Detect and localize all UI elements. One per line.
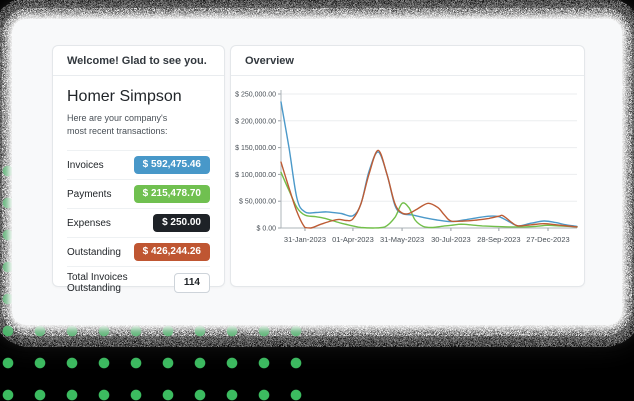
chart-line-red — [280, 149, 578, 229]
green-dot-pattern-bottom — [0, 315, 306, 401]
overview-title: Overview — [245, 55, 294, 67]
x-axis-label: 28-Sep-2023 — [477, 235, 520, 244]
x-axis-label: 31-May-2023 — [380, 235, 424, 244]
y-axis-label: $ 100,000.00 — [235, 172, 276, 179]
welcome-panel: Welcome! Glad to see you. Homer Simpson … — [52, 45, 225, 294]
outstanding-amount-badge: $ 426,244.26 — [133, 243, 210, 262]
welcome-panel-header: Welcome! Glad to see you. — [53, 46, 224, 76]
x-axis-label: 27-Dec-2023 — [526, 235, 569, 244]
row-label-expenses: Expenses — [67, 217, 111, 229]
x-axis-label: 01-Apr-2023 — [332, 235, 374, 244]
transaction-row-invoices: Invoices $ 592,475.46 — [67, 150, 210, 179]
y-axis-label: $ 200,000.00 — [235, 118, 276, 125]
welcome-panel-body: Homer Simpson Here are your company's mo… — [53, 76, 224, 299]
transaction-row-total-outstanding: Total Invoices Outstanding 114 — [67, 266, 210, 299]
line-chart-canvas[interactable]: $ 0.00 $ 50,000.00 $ 100,000.00 $ 150,000.0… — [231, 76, 586, 258]
y-axis-label: $ 250,000.00 — [235, 92, 276, 99]
chart-line-green — [280, 171, 578, 229]
y-axis-label: $ 150,000.00 — [235, 145, 276, 152]
x-axis-label: 31-Jan-2023 — [284, 235, 326, 244]
expenses-amount-badge: $ 250.00 — [153, 214, 210, 233]
overview-panel: Overview $ 0.00 $ 50,000.00 $ 100,000.00 $ … — [230, 45, 585, 287]
total-invoices-count-badge: 114 — [173, 273, 210, 294]
payments-amount-badge: $ 215,478.70 — [133, 185, 210, 204]
y-axis-label: $ 0.00 — [257, 226, 277, 233]
welcome-subtitle: Here are your company's most recent tran… — [67, 113, 168, 137]
overview-chart-area: $ 0.00 $ 50,000.00 $ 100,000.00 $ 150,000.0… — [231, 76, 584, 284]
user-name: Homer Simpson — [67, 88, 182, 105]
invoices-amount-badge: $ 592,475.46 — [133, 156, 210, 175]
row-label-payments: Payments — [67, 188, 112, 200]
transaction-row-payments: Payments $ 215,478.70 — [67, 179, 210, 208]
overview-panel-header: Overview — [231, 46, 584, 76]
x-axis-label: 30-Jul-2023 — [431, 235, 471, 244]
transaction-row-expenses: Expenses $ 250.00 — [67, 208, 210, 237]
transaction-summary-list: Invoices $ 592,475.46 Payments $ 215,478… — [67, 150, 210, 299]
transaction-row-outstanding: Outstanding $ 426,244.26 — [67, 237, 210, 266]
row-label-total-outstanding: Total Invoices Outstanding — [67, 272, 128, 295]
row-label-outstanding: Outstanding — [67, 246, 121, 258]
welcome-header-text: Welcome! Glad to see you. — [67, 55, 207, 67]
y-axis-label: $ 50,000.00 — [239, 199, 276, 206]
row-label-invoices: Invoices — [67, 159, 104, 171]
app-window: Welcome! Glad to see you. Homer Simpson … — [12, 19, 622, 325]
